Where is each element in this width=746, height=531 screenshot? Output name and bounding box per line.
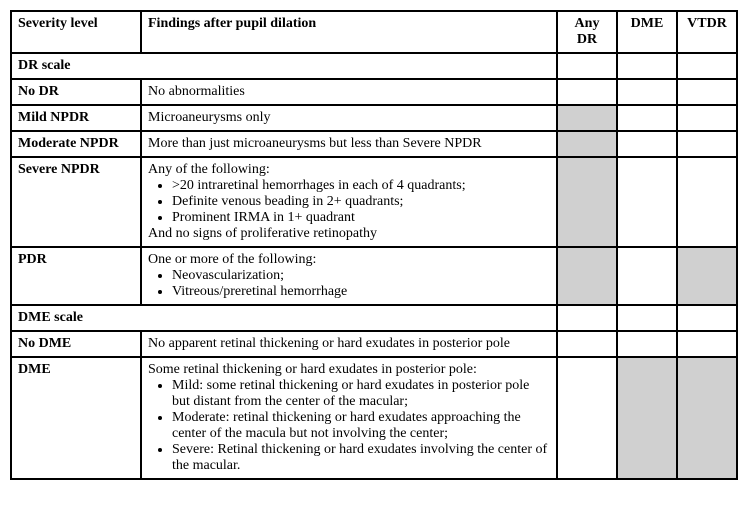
col-header-dme: DME xyxy=(617,11,677,53)
row-severe-npdr: Severe NPDR Any of the following: >20 in… xyxy=(11,157,737,247)
empty-cell xyxy=(677,53,737,79)
severity-label: Severe NPDR xyxy=(11,157,141,247)
vtdr-cell xyxy=(677,105,737,131)
findings-intro: Any of the following: xyxy=(148,162,550,178)
severity-label: Mild NPDR xyxy=(11,105,141,131)
section-label: DR scale xyxy=(11,53,557,79)
severity-table: Severity level Findings after pupil dila… xyxy=(10,10,738,480)
findings-cell: Microaneurysms only xyxy=(141,105,557,131)
findings-bullet: Neovascularization; xyxy=(172,268,550,284)
row-no-dr: No DR No abnormalities xyxy=(11,79,737,105)
row-moderate-npdr: Moderate NPDR More than just microaneury… xyxy=(11,131,737,157)
col-header-vtdr: VTDR xyxy=(677,11,737,53)
dme-cell xyxy=(617,331,677,357)
any-dr-cell xyxy=(557,131,617,157)
empty-cell xyxy=(557,53,617,79)
findings-bullet: Mild: some retinal thickening or hard ex… xyxy=(172,378,550,410)
severity-label: No DR xyxy=(11,79,141,105)
empty-cell xyxy=(617,305,677,331)
dme-cell xyxy=(617,105,677,131)
any-dr-cell xyxy=(557,79,617,105)
findings-cell: More than just microaneurysms but less t… xyxy=(141,131,557,157)
section-row-dr-scale: DR scale xyxy=(11,53,737,79)
any-dr-cell xyxy=(557,357,617,479)
vtdr-cell xyxy=(677,247,737,305)
findings-list: >20 intraretinal hemorrhages in each of … xyxy=(148,178,550,226)
findings-bullet: Definite venous beading in 2+ quadrants; xyxy=(172,194,550,210)
section-label: DME scale xyxy=(11,305,557,331)
findings-bullet: Prominent IRMA in 1+ quadrant xyxy=(172,210,550,226)
vtdr-cell xyxy=(677,331,737,357)
findings-cell: Any of the following: >20 intraretinal h… xyxy=(141,157,557,247)
col-header-any-dr: Any DR xyxy=(557,11,617,53)
col-header-severity: Severity level xyxy=(11,11,141,53)
findings-intro: Some retinal thickening or hard exudates… xyxy=(148,362,550,378)
findings-cell: One or more of the following: Neovascula… xyxy=(141,247,557,305)
dme-cell xyxy=(617,247,677,305)
severity-label: Moderate NPDR xyxy=(11,131,141,157)
row-dme: DME Some retinal thickening or hard exud… xyxy=(11,357,737,479)
dme-cell xyxy=(617,357,677,479)
dme-cell xyxy=(617,79,677,105)
dme-cell xyxy=(617,157,677,247)
findings-list: Mild: some retinal thickening or hard ex… xyxy=(148,378,550,474)
findings-bullet: Moderate: retinal thickening or hard exu… xyxy=(172,410,550,442)
findings-list: Neovascularization; Vitreous/preretinal … xyxy=(148,268,550,300)
vtdr-cell xyxy=(677,357,737,479)
findings-cell: No abnormalities xyxy=(141,79,557,105)
empty-cell xyxy=(677,305,737,331)
severity-label: PDR xyxy=(11,247,141,305)
any-dr-cell xyxy=(557,247,617,305)
vtdr-cell xyxy=(677,131,737,157)
findings-cell: Some retinal thickening or hard exudates… xyxy=(141,357,557,479)
empty-cell xyxy=(557,305,617,331)
row-no-dme: No DME No apparent retinal thickening or… xyxy=(11,331,737,357)
severity-label: DME xyxy=(11,357,141,479)
col-header-findings: Findings after pupil dilation xyxy=(141,11,557,53)
vtdr-cell xyxy=(677,157,737,247)
findings-bullet: >20 intraretinal hemorrhages in each of … xyxy=(172,178,550,194)
row-pdr: PDR One or more of the following: Neovas… xyxy=(11,247,737,305)
table-header-row: Severity level Findings after pupil dila… xyxy=(11,11,737,53)
findings-bullet: Severe: Retinal thickening or hard exuda… xyxy=(172,442,550,474)
findings-intro: One or more of the following: xyxy=(148,252,550,268)
severity-label: No DME xyxy=(11,331,141,357)
any-dr-cell xyxy=(557,157,617,247)
section-row-dme-scale: DME scale xyxy=(11,305,737,331)
empty-cell xyxy=(617,53,677,79)
findings-cell: No apparent retinal thickening or hard e… xyxy=(141,331,557,357)
vtdr-cell xyxy=(677,79,737,105)
any-dr-cell xyxy=(557,105,617,131)
dme-cell xyxy=(617,131,677,157)
row-mild-npdr: Mild NPDR Microaneurysms only xyxy=(11,105,737,131)
findings-outro: And no signs of proliferative retinopath… xyxy=(148,226,550,242)
any-dr-cell xyxy=(557,331,617,357)
findings-bullet: Vitreous/preretinal hemorrhage xyxy=(172,284,550,300)
